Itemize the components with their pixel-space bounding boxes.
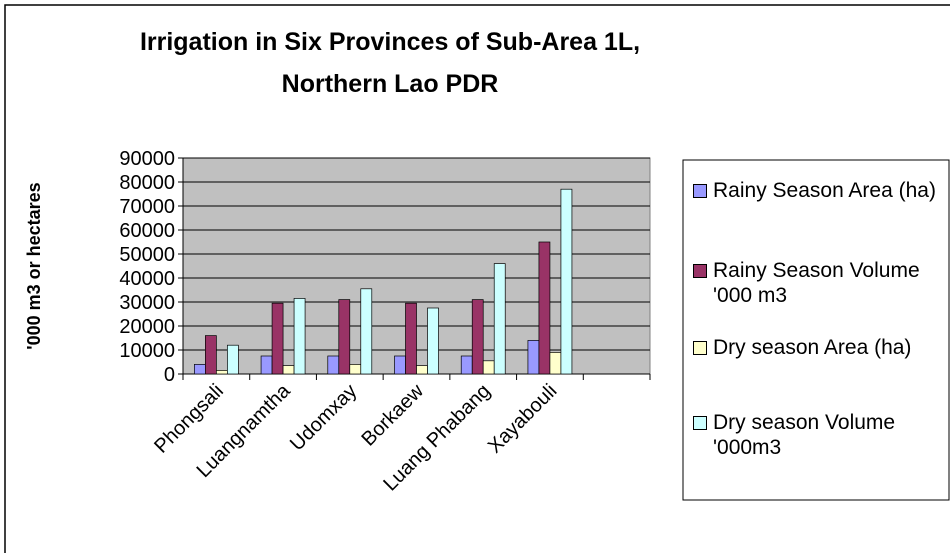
y-tick-label: 80000 (119, 172, 175, 194)
y-tick-label: 50000 (119, 244, 175, 266)
bar (227, 344, 239, 375)
chart-title: Irrigation in Six Provinces of Sub-Area … (140, 28, 640, 56)
legend-item: Rainy Season Volume '000 m3 (693, 258, 939, 308)
legend-swatch (693, 184, 707, 198)
legend-label: Rainy Season Volume '000 m3 (713, 259, 920, 307)
y-tick-label: 70000 (119, 196, 175, 218)
chart-title: Northern Lao PDR (282, 70, 499, 98)
bar (338, 299, 351, 375)
y-tick-label: 30000 (119, 292, 175, 314)
bar (282, 365, 295, 375)
legend-box (682, 159, 950, 501)
bar (416, 365, 428, 375)
y-tick-label: 60000 (119, 220, 175, 242)
legend-swatch (693, 341, 707, 355)
bar (560, 188, 573, 375)
bar (360, 288, 373, 375)
bar (394, 355, 406, 375)
legend-label: Dry season Area (ha) (713, 336, 912, 359)
y-tick-label: 90000 (119, 148, 175, 170)
bar (216, 370, 228, 375)
legend-item: Rainy Season Area (ha) (693, 178, 939, 203)
y-tick-label: 20000 (119, 316, 175, 338)
bar (271, 302, 284, 375)
y-tick-label: 10000 (119, 340, 175, 362)
bar (493, 263, 506, 375)
bar (405, 302, 417, 375)
bar (471, 299, 484, 375)
y-axis-label: '000 m3 or hectares (24, 182, 44, 349)
bar (538, 241, 551, 375)
bar (205, 335, 217, 375)
bar (527, 340, 540, 375)
bar (349, 364, 362, 375)
bar (549, 352, 562, 375)
bar (460, 355, 473, 375)
legend-item: Dry season Volume '000m3 (693, 410, 939, 460)
bar (293, 298, 306, 375)
legend-label: Rainy Season Area (ha) (713, 179, 936, 202)
legend-item: Dry season Area (ha) (693, 335, 939, 360)
bar (194, 364, 206, 375)
bar (427, 307, 439, 375)
legend-swatch (693, 264, 707, 278)
y-tick-label: 0 (164, 364, 175, 386)
legend-swatch (693, 416, 707, 430)
bar (482, 360, 495, 375)
y-tick-label: 40000 (119, 268, 175, 290)
bar (327, 355, 340, 375)
bar (260, 355, 273, 375)
legend-label: Dry season Volume '000m3 (713, 411, 896, 459)
